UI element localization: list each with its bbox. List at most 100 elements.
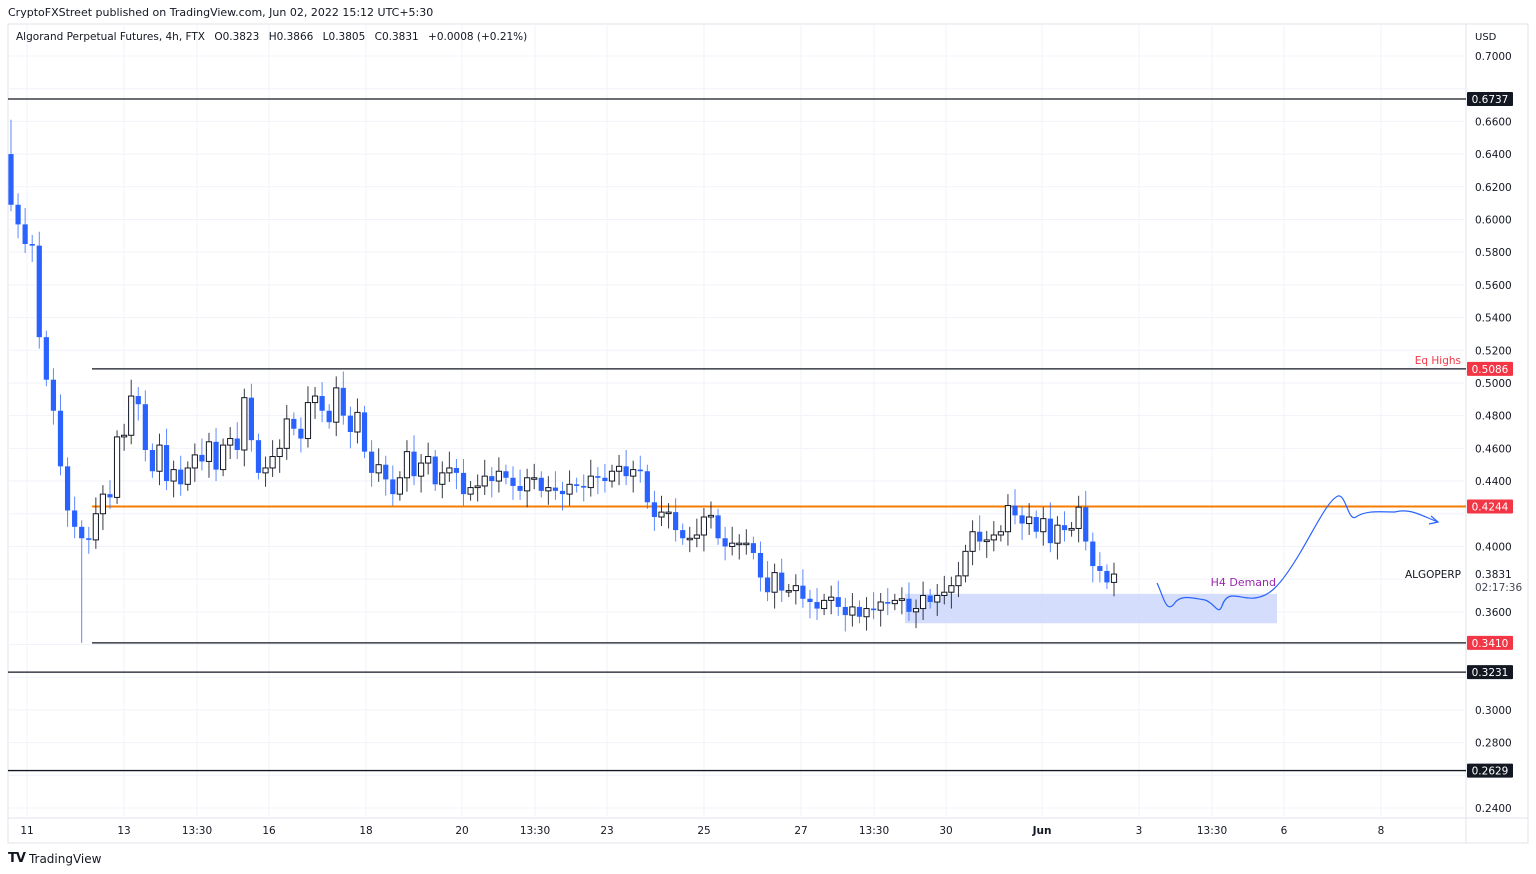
- candle-down: [368, 451, 375, 473]
- candle-down: [1012, 505, 1018, 516]
- candle-down: [248, 397, 254, 441]
- level-note: Eq Highs: [1415, 355, 1461, 367]
- projection-arrowhead: [1428, 515, 1440, 525]
- candle-down: [623, 466, 629, 477]
- candle-up: [877, 601, 884, 611]
- candle-up: [707, 514, 715, 518]
- candle-up: [785, 590, 792, 593]
- x-tick-label: 11: [20, 825, 33, 837]
- candle-up: [474, 485, 481, 489]
- candle-down: [1104, 570, 1110, 583]
- last-price-value: 0.3831: [1475, 569, 1512, 581]
- candle-up: [962, 550, 969, 577]
- candle-down: [510, 477, 516, 486]
- candle-up: [311, 395, 319, 404]
- y-tick-label: 0.6000: [1475, 214, 1512, 226]
- currency-label: USD: [1475, 32, 1497, 43]
- symbol-tag-bg: [1405, 566, 1463, 582]
- candle-down: [927, 595, 933, 603]
- level-price-text: 0.3410: [1472, 638, 1509, 650]
- x-tick-label: 13:30: [182, 825, 212, 837]
- candle-down: [637, 469, 643, 472]
- candle-down: [800, 585, 806, 599]
- price-labels: 0.6737 0.5086 Eq Highs 0.4244 0.3410 0.3231 0.…: [1405, 91, 1522, 778]
- candle-up: [1068, 527, 1075, 531]
- candle-down: [383, 464, 389, 480]
- candle-down: [644, 471, 650, 503]
- candle-up: [92, 513, 99, 541]
- x-tick-label: 13:30: [859, 825, 889, 837]
- candle-down: [29, 244, 35, 246]
- candle-up: [417, 462, 425, 477]
- candle-down: [149, 449, 156, 472]
- y-tick-label: 0.2800: [1475, 738, 1512, 750]
- candle-up: [587, 475, 594, 489]
- candle-down: [411, 451, 417, 477]
- candle-up: [99, 493, 107, 515]
- candle-up: [990, 534, 997, 541]
- levels: [8, 98, 1466, 772]
- candle-up: [170, 469, 177, 482]
- candle-up: [658, 511, 665, 518]
- candle-down: [517, 485, 523, 491]
- candle-down: [36, 245, 42, 338]
- x-tick-label: 13: [117, 825, 130, 837]
- candle-up: [1075, 506, 1082, 529]
- candle-up: [403, 451, 411, 479]
- candle-up: [241, 397, 248, 451]
- candles: [8, 119, 1118, 643]
- candle-down: [326, 410, 332, 423]
- candle-down: [559, 490, 566, 495]
- demand-zone-label: H4 Demand: [1211, 576, 1276, 589]
- candle-up: [495, 470, 502, 482]
- candle-up: [354, 411, 361, 433]
- time-axis[interactable]: 11 13 13:30 16 18 20 13:30 23 25 27 13:30 30 Jun 3 13:…: [20, 825, 1384, 837]
- candle-up: [1040, 518, 1047, 533]
- candle-up: [545, 487, 552, 492]
- candle-down: [885, 602, 891, 604]
- x-tick-label: 23: [600, 825, 613, 837]
- candle-down: [673, 512, 679, 531]
- y-tick-label: 0.4400: [1475, 476, 1512, 488]
- candle-down: [842, 606, 848, 616]
- y-tick-label: 0.5800: [1475, 247, 1512, 259]
- y-tick-label: 0.6200: [1475, 182, 1512, 194]
- candle-down: [503, 471, 509, 478]
- level-price-text: 0.5086: [1472, 364, 1509, 376]
- candle-down: [460, 472, 467, 495]
- candle-up: [425, 456, 432, 464]
- candle-up: [191, 454, 198, 469]
- level-price-tag: [1467, 361, 1513, 376]
- y-tick-label: 0.6600: [1475, 116, 1512, 128]
- candle-down: [199, 454, 205, 462]
- symbol-legend: Algorand Perpetual Futures, 4h, FTX O0.3…: [16, 31, 533, 43]
- price-axis[interactable]: 0.7000 0.6600 0.6400 0.6200 0.6000 0.5800 0.56…: [1475, 51, 1512, 815]
- x-tick-label: 6: [1281, 825, 1288, 837]
- candle-up: [1004, 505, 1012, 533]
- ohlc-open: O0.3823: [214, 31, 260, 43]
- symbol-title: Algorand Perpetual Futures, 4h, FTX: [16, 31, 205, 43]
- candle-down: [298, 428, 304, 439]
- x-tick-label: 25: [697, 825, 710, 837]
- candle-up: [630, 469, 637, 477]
- candle-up: [227, 438, 234, 446]
- y-tick-label: 0.4000: [1475, 541, 1512, 553]
- candle-down: [453, 467, 460, 473]
- candle-down: [178, 469, 184, 485]
- candle-down: [64, 466, 71, 511]
- candle-up: [156, 444, 163, 472]
- candle-up: [608, 470, 616, 482]
- x-tick-label: 30: [939, 825, 952, 837]
- candle-up: [828, 596, 835, 601]
- y-tick-label: 0.5600: [1475, 280, 1512, 292]
- candle-up: [919, 594, 927, 610]
- candle-up: [615, 465, 623, 472]
- candle-down: [432, 456, 438, 485]
- candle-down: [581, 485, 587, 488]
- y-tick-label: 0.4800: [1475, 411, 1512, 423]
- candle-up: [113, 436, 121, 498]
- x-tick-label: 18: [359, 825, 372, 837]
- candle-up: [276, 447, 283, 458]
- candle-down: [977, 531, 983, 542]
